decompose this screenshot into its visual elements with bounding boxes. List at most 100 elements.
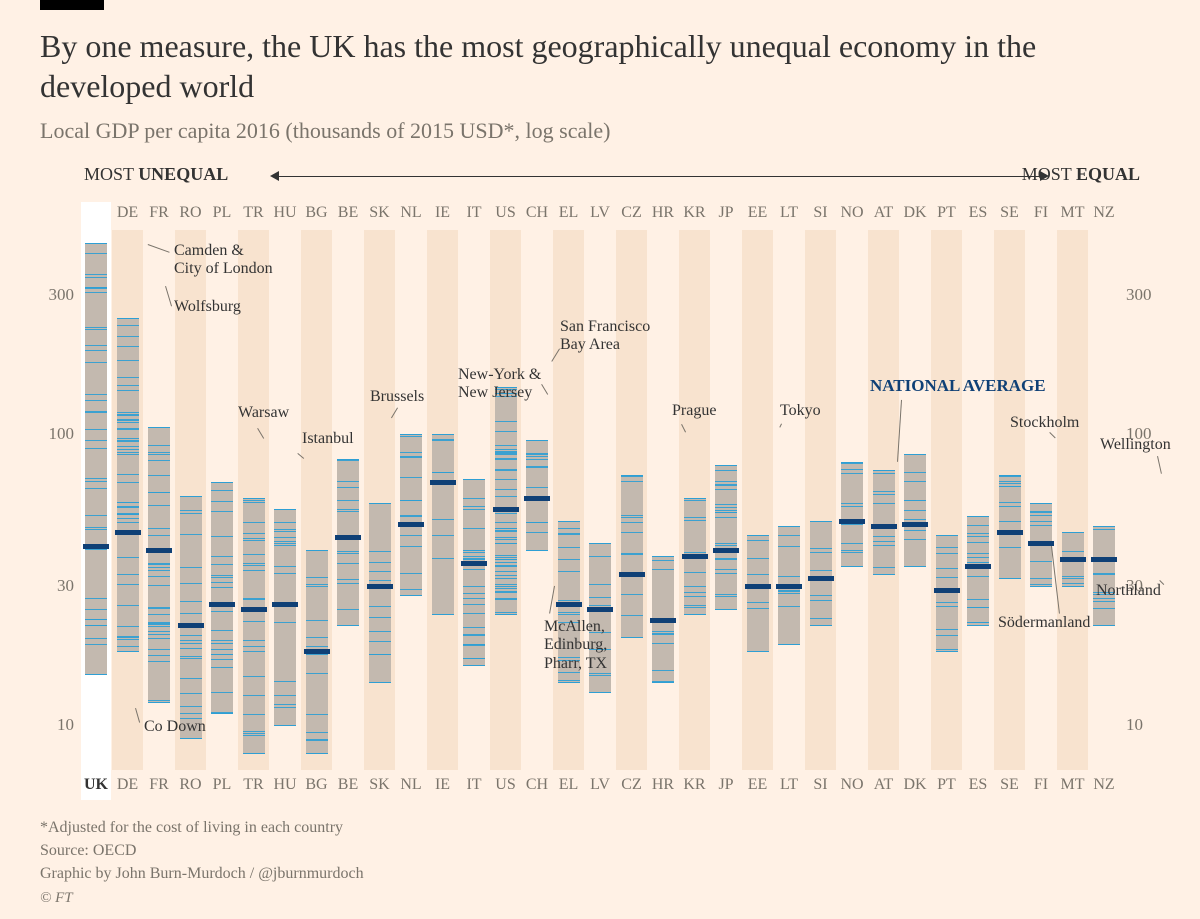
- range-LV: [589, 543, 611, 691]
- country-code-KR: KR: [679, 776, 711, 794]
- range-EE: [747, 535, 769, 651]
- country-code-FI: FI: [1025, 776, 1057, 794]
- national-avg-FI: [1028, 541, 1054, 546]
- legend-right-bold: EQUAL: [1076, 164, 1140, 184]
- country-code-DK: DK: [899, 776, 931, 794]
- national-avg-JP: [713, 548, 739, 553]
- country-code-PT: PT: [931, 776, 963, 794]
- credit-line: Graphic by John Burn-Murdoch / @jburnmur…: [40, 862, 364, 885]
- country-code-BG: BG: [301, 776, 333, 794]
- range-CZ: [621, 475, 643, 637]
- country-code-CH: CH: [521, 204, 553, 222]
- country-code-EL: EL: [553, 204, 585, 222]
- country-code-US: US: [490, 204, 522, 222]
- chart-title: By one measure, the UK has the most geog…: [40, 26, 1120, 106]
- country-code-SK: SK: [364, 204, 396, 222]
- national-avg-ES: [965, 564, 991, 569]
- range-SE: [999, 475, 1021, 578]
- country-code-BE: BE: [332, 204, 364, 222]
- country-code-SI: SI: [805, 776, 837, 794]
- country-code-IT: IT: [458, 776, 490, 794]
- country-code-MT: MT: [1057, 204, 1089, 222]
- national-avg-IE: [430, 480, 456, 485]
- range-DE: [117, 318, 139, 651]
- range-IT: [463, 479, 485, 666]
- range-SI: [810, 521, 832, 625]
- country-code-SE: SE: [994, 204, 1026, 222]
- ytick-right-100: 100: [1126, 424, 1160, 444]
- national-avg-AT: [871, 524, 897, 529]
- country-code-HR: HR: [647, 776, 679, 794]
- country-code-EE: EE: [742, 204, 774, 222]
- accent-bar: [40, 0, 104, 10]
- country-code-RO: RO: [175, 204, 207, 222]
- country-code-DE: DE: [112, 776, 144, 794]
- legend-most-equal: MOST EQUAL: [1022, 164, 1140, 185]
- range-RO: [180, 496, 202, 738]
- chart-container: UKDEFRROPLTRHUBGBESKNLIEITUSCHELLVCZHRKR…: [40, 200, 1160, 800]
- country-code-CZ: CZ: [616, 776, 648, 794]
- national-avg-LT: [776, 584, 802, 589]
- country-code-NZ: NZ: [1088, 776, 1120, 794]
- country-code-SI: SI: [805, 204, 837, 222]
- national-avg-SI: [808, 576, 834, 581]
- country-code-AT: AT: [868, 204, 900, 222]
- country-code-FR: FR: [143, 204, 175, 222]
- country-code-US: US: [490, 776, 522, 794]
- national-avg-NL: [398, 522, 424, 527]
- country-code-EE: EE: [742, 776, 774, 794]
- national-avg-NZ: [1091, 557, 1117, 562]
- country-code-NZ: NZ: [1088, 204, 1120, 222]
- country-code-IT: IT: [458, 204, 490, 222]
- country-code-AT: AT: [868, 776, 900, 794]
- chart-footer: *Adjusted for the cost of living in each…: [40, 816, 364, 886]
- national-avg-MT: [1060, 557, 1086, 562]
- range-IE: [432, 434, 454, 615]
- country-code-UK: UK: [80, 776, 112, 794]
- national-avg-HR: [650, 618, 676, 623]
- country-code-TR: TR: [238, 776, 270, 794]
- national-avg-TR: [241, 607, 267, 612]
- country-code-PL: PL: [206, 204, 238, 222]
- country-code-HR: HR: [647, 204, 679, 222]
- country-code-ES: ES: [962, 776, 994, 794]
- arrow-line: [279, 176, 1039, 177]
- ytick-left-10: 10: [40, 715, 74, 735]
- range-BE: [337, 459, 359, 625]
- country-code-NO: NO: [836, 776, 868, 794]
- ytick-right-10: 10: [1126, 715, 1160, 735]
- national-avg-EL: [556, 602, 582, 607]
- legend-right-prefix: MOST: [1022, 164, 1076, 184]
- country-code-BE: BE: [332, 776, 364, 794]
- national-avg-BG: [304, 649, 330, 654]
- chart-page: By one measure, the UK has the most geog…: [0, 0, 1200, 919]
- ytick-right-300: 300: [1126, 285, 1160, 305]
- arrow-left-icon: [270, 171, 279, 181]
- national-avg-US: [493, 507, 519, 512]
- country-code-TR: TR: [238, 204, 270, 222]
- country-code-HU: HU: [269, 204, 301, 222]
- country-code-NL: NL: [395, 204, 427, 222]
- country-code-PT: PT: [931, 204, 963, 222]
- country-code-DK: DK: [899, 204, 931, 222]
- legend-left-bold: UNEQUAL: [138, 164, 228, 184]
- plot-area: [80, 230, 1120, 770]
- annotation-line-wellington: [1157, 456, 1162, 474]
- national-avg-RO: [178, 623, 204, 628]
- range-PL: [211, 482, 233, 712]
- national-avg-BE: [335, 535, 361, 540]
- country-code-IE: IE: [427, 204, 459, 222]
- country-codes-top: UKDEFRROPLTRHUBGBESKNLIEITUSCHELLVCZHRKR…: [80, 204, 1120, 228]
- national-avg-DK: [902, 522, 928, 527]
- country-code-BG: BG: [301, 204, 333, 222]
- country-code-DE: DE: [112, 204, 144, 222]
- range-AT: [873, 470, 895, 574]
- country-code-HU: HU: [269, 776, 301, 794]
- country-code-SK: SK: [364, 776, 396, 794]
- country-code-FR: FR: [143, 776, 175, 794]
- ytick-left-300: 300: [40, 285, 74, 305]
- national-avg-CH: [524, 496, 550, 501]
- country-code-CZ: CZ: [616, 204, 648, 222]
- legend-most-unequal: MOST UNEQUAL: [84, 164, 228, 185]
- country-code-CH: CH: [521, 776, 553, 794]
